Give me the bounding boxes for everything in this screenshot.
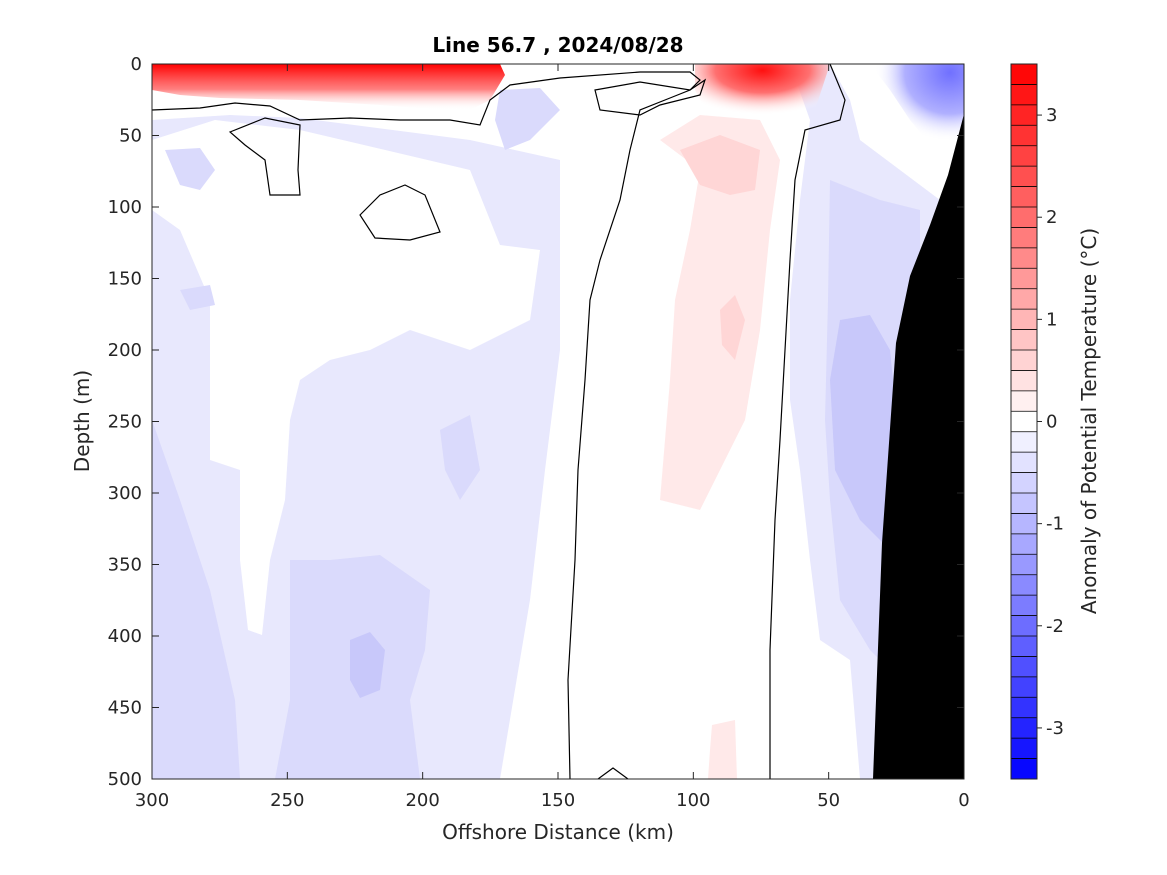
x-axis-title: Offshore Distance (km) (442, 820, 674, 844)
colorbar-segment (1011, 411, 1037, 433)
bathymetry-mask (873, 114, 964, 779)
colorbar-segment (1011, 350, 1037, 371)
colorbar-segment (1011, 247, 1037, 269)
chart-title: Line 56.7 , 2024/08/28 (432, 33, 683, 57)
x-tick-label: 250 (270, 790, 304, 811)
x-tick-label: 200 (405, 790, 439, 811)
colorbar-segment (1011, 676, 1037, 698)
colorbar-segment (1011, 554, 1037, 576)
y-tick-label: 350 (108, 555, 142, 576)
colorbar-segment (1011, 207, 1037, 228)
colorbar-segment (1011, 84, 1037, 106)
colorbar-segment (1011, 697, 1037, 719)
colorbar-segment (1011, 431, 1037, 453)
y-axis-title: Depth (m) (70, 370, 94, 472)
colorbar-segment (1011, 717, 1037, 739)
colorbar-segment (1011, 390, 1037, 412)
y-tick-label: 250 (108, 412, 142, 433)
colorbar-tick-label: -3 (1046, 718, 1064, 739)
y-tick-label: 500 (108, 769, 142, 790)
colorbar-segment (1011, 268, 1037, 290)
y-tick-label: 150 (108, 269, 142, 290)
colorbar-segment (1011, 656, 1037, 678)
x-tick-label: 100 (676, 790, 710, 811)
colorbar-segment (1011, 615, 1037, 637)
colorbar-segment (1011, 758, 1037, 780)
colorbar-segment (1011, 145, 1037, 167)
colorbar-segment (1011, 329, 1037, 351)
y-tick-label: 300 (108, 483, 142, 504)
y-tick-label: 200 (108, 340, 142, 361)
colorbar-segment (1011, 64, 1037, 85)
colorbar-segment (1011, 493, 1037, 514)
colorbar-segment (1011, 513, 1037, 535)
colorbar-segment (1011, 452, 1037, 474)
colorbar-segment (1011, 186, 1037, 208)
colorbar-segment (1011, 370, 1037, 392)
colorbar-tick-label: -1 (1046, 514, 1064, 535)
colorbar-segment (1011, 309, 1037, 331)
y-tick-label: 100 (108, 197, 142, 218)
colorbar-segment (1011, 125, 1037, 147)
colorbar-tick-label: -2 (1046, 616, 1064, 637)
colorbar-segment (1011, 166, 1037, 188)
contour-field (152, 64, 964, 779)
colorbar-segment (1011, 533, 1037, 555)
y-tick-label: 450 (108, 698, 142, 719)
colorbar-segment (1011, 636, 1037, 657)
x-tick-label: 0 (958, 790, 969, 811)
colorbar: 3 2 1 0 -1 -2 -3 (1010, 63, 1064, 780)
colorbar-title: Anomaly of Potential Temperature (°C) (1077, 228, 1101, 614)
colorbar-segment (1011, 288, 1037, 310)
x-axis-ticks: 300 250 200 150 100 50 0 (135, 64, 970, 811)
colorbar-tick-label: 3 (1046, 105, 1057, 126)
y-tick-label: 400 (108, 626, 142, 647)
colorbar-tick-label: 1 (1046, 309, 1057, 330)
x-tick-label: 150 (541, 790, 575, 811)
colorbar-segment (1011, 574, 1037, 596)
colorbar-segment (1011, 472, 1037, 494)
colorbar-tick-label: 2 (1046, 207, 1057, 228)
x-tick-label: 300 (135, 790, 169, 811)
y-tick-label: 50 (119, 126, 142, 147)
colorbar-segment (1011, 104, 1037, 126)
colorbar-tick-label: 0 (1046, 412, 1057, 433)
x-tick-label: 50 (817, 790, 840, 811)
y-tick-label: 0 (131, 54, 142, 75)
colorbar-segment (1011, 595, 1037, 617)
colorbar-segment (1011, 738, 1037, 760)
y-axis-ticks: 0 50 100 150 200 250 300 350 400 450 500 (108, 54, 964, 790)
colorbar-segment (1011, 227, 1037, 249)
